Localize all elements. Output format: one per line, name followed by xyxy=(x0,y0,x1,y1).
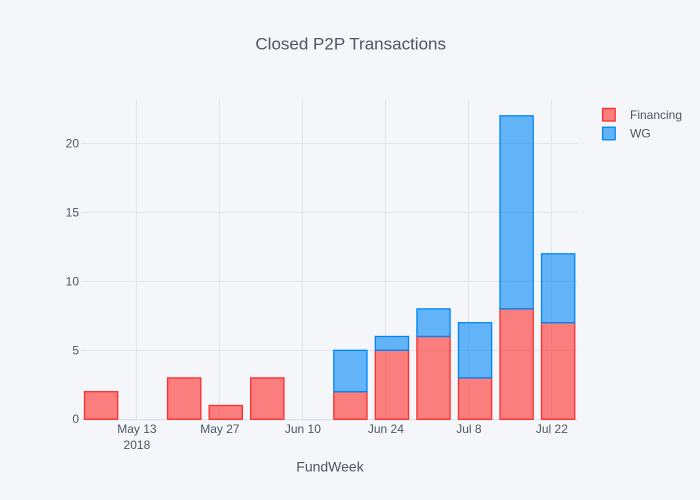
svg-text:May 27: May 27 xyxy=(200,422,240,436)
svg-text:FundWeek: FundWeek xyxy=(296,459,364,475)
svg-text:Closed P2P Transactions: Closed P2P Transactions xyxy=(255,34,446,53)
svg-text:15: 15 xyxy=(66,206,80,220)
svg-text:5: 5 xyxy=(72,344,79,358)
svg-text:0: 0 xyxy=(72,412,79,426)
svg-text:Jun 24: Jun 24 xyxy=(368,422,404,436)
svg-text:May 13: May 13 xyxy=(117,422,157,436)
svg-text:Jul 8: Jul 8 xyxy=(456,422,482,436)
svg-text:10: 10 xyxy=(66,275,80,289)
svg-text:Jun 10: Jun 10 xyxy=(285,422,321,436)
svg-text:2018: 2018 xyxy=(124,438,151,452)
svg-text:WG: WG xyxy=(630,127,651,141)
svg-text:Jul 22: Jul 22 xyxy=(536,422,568,436)
svg-text:20: 20 xyxy=(66,137,80,151)
svg-text:Financing: Financing xyxy=(630,108,682,122)
